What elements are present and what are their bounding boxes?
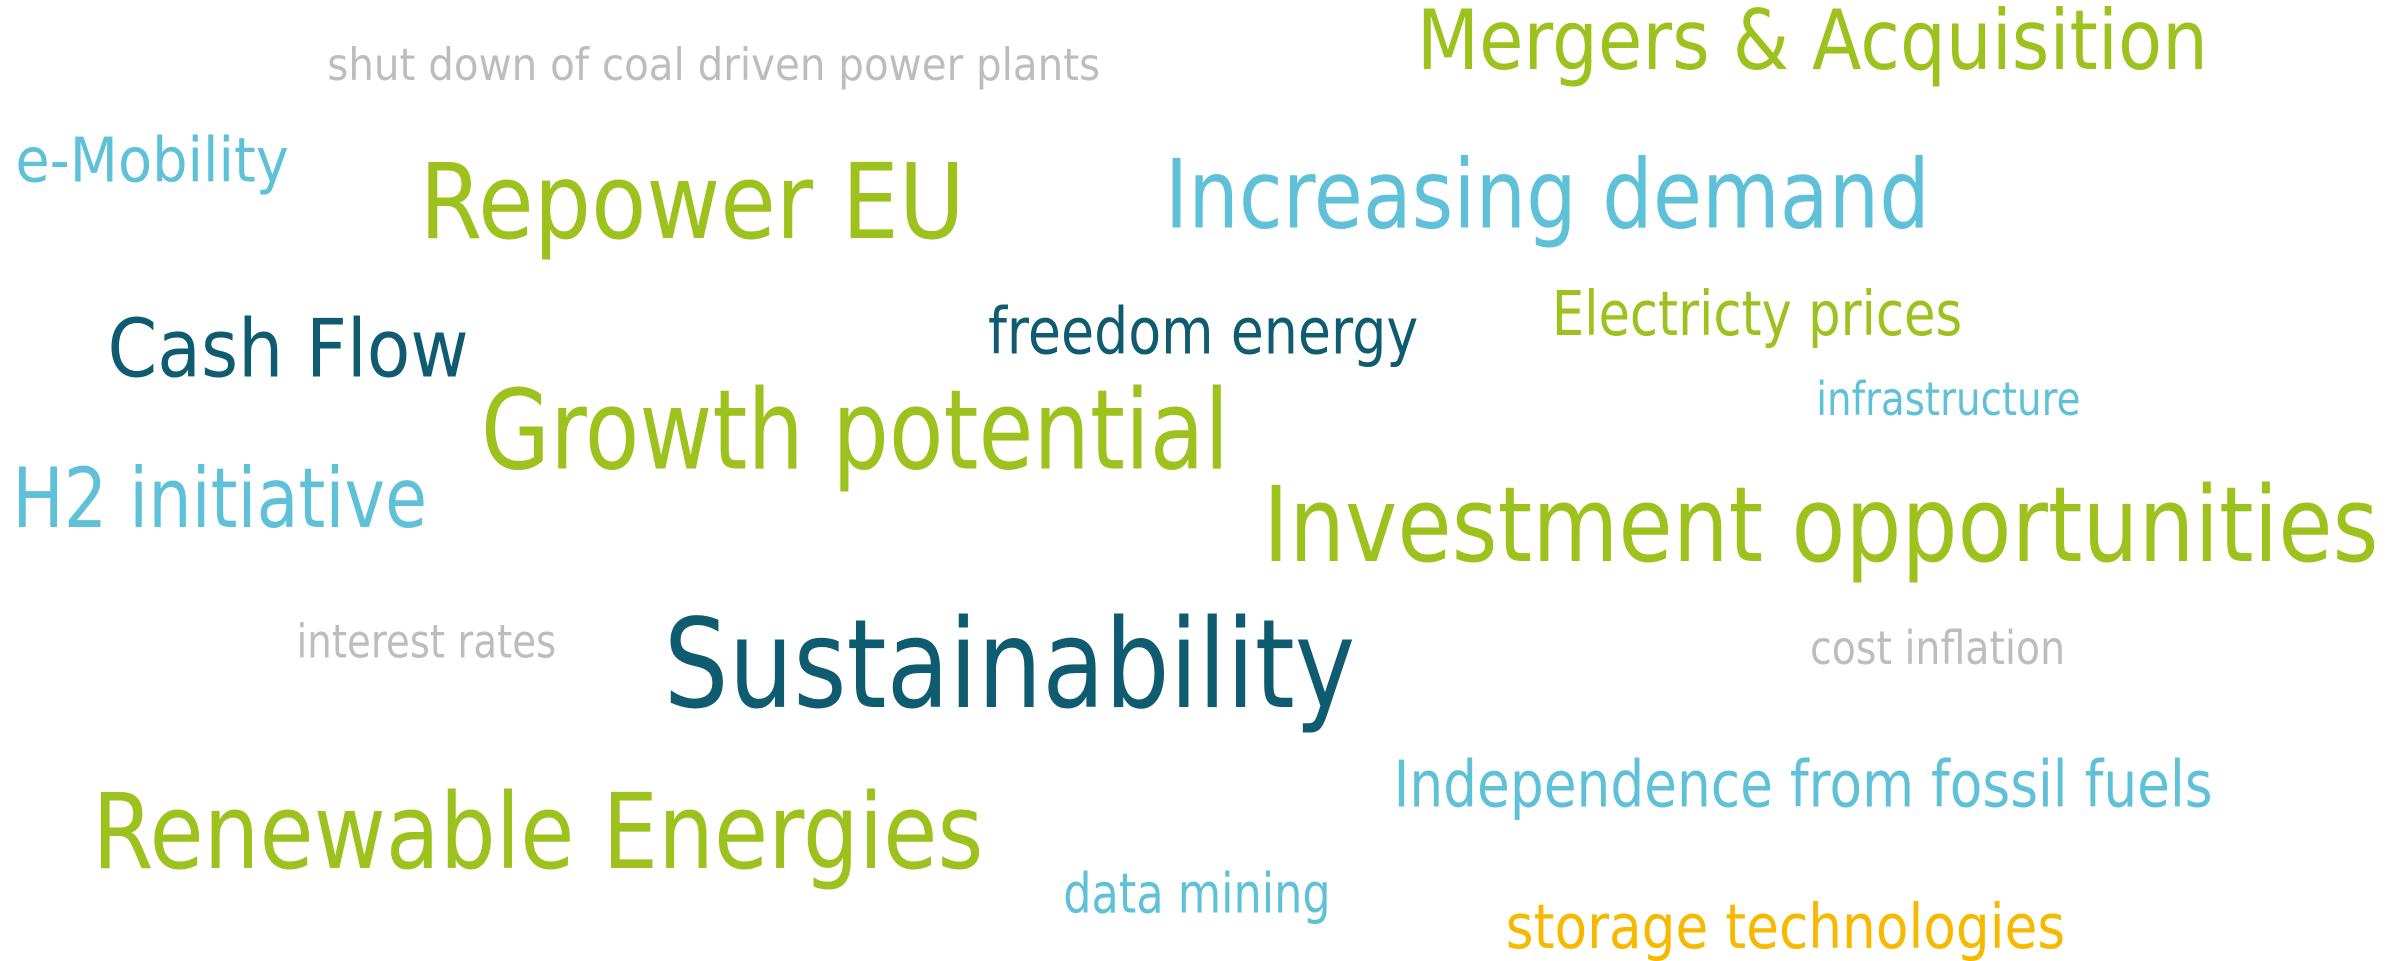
word: Cash Flow [108,302,469,395]
word: Repower EU [419,141,964,263]
word: freedom energy [988,294,1418,369]
word: storage technologies [1506,892,2065,961]
word: shut down of coal driven power plants [327,39,1100,91]
word: H2 initiative [12,450,427,547]
word: interest rates [297,615,557,669]
word: Mergers & Acquisition [1417,0,2208,89]
word: Sustainability [664,593,1355,736]
word: Electricty prices [1552,279,1962,350]
word: Independence from fossil fuels [1394,748,2213,823]
word: infrastructure [1816,372,2080,426]
word: Growth potential [481,367,1229,496]
word: Increasing demand [1165,140,1930,250]
word: data mining [1063,863,1330,927]
word: Investment opportunities [1263,464,2379,586]
word: e-Mobility [15,125,289,196]
word: Renewable Energies [92,771,983,893]
word: cost inflation [1810,621,2065,675]
